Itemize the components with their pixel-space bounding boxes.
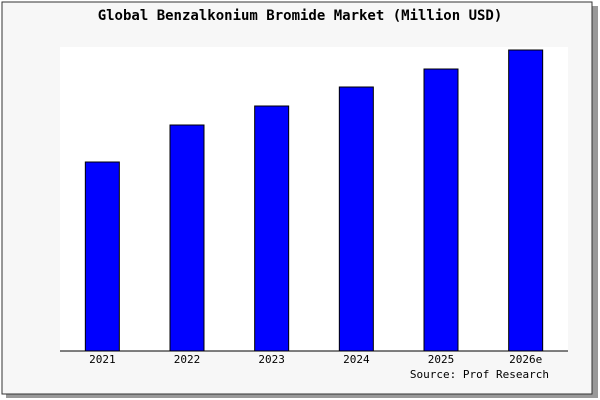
bar [169, 124, 205, 352]
chart-title: Global Benzalkonium Bromide Market (Mill… [98, 8, 503, 24]
x-tick-label: 2024 [343, 353, 370, 366]
x-tick-label: 2022 [174, 353, 201, 366]
x-tick-label: 2021 [89, 353, 116, 366]
x-tick-label: 2025 [428, 353, 455, 366]
bar [338, 86, 374, 352]
bar [254, 105, 290, 352]
bar [508, 49, 544, 352]
plot-area [60, 47, 568, 351]
bar [423, 68, 459, 352]
bar [84, 161, 120, 352]
source-note: Source: Prof Research [410, 368, 549, 381]
x-tick-label: 2026e [509, 353, 542, 366]
x-tick-label: 2023 [258, 353, 285, 366]
